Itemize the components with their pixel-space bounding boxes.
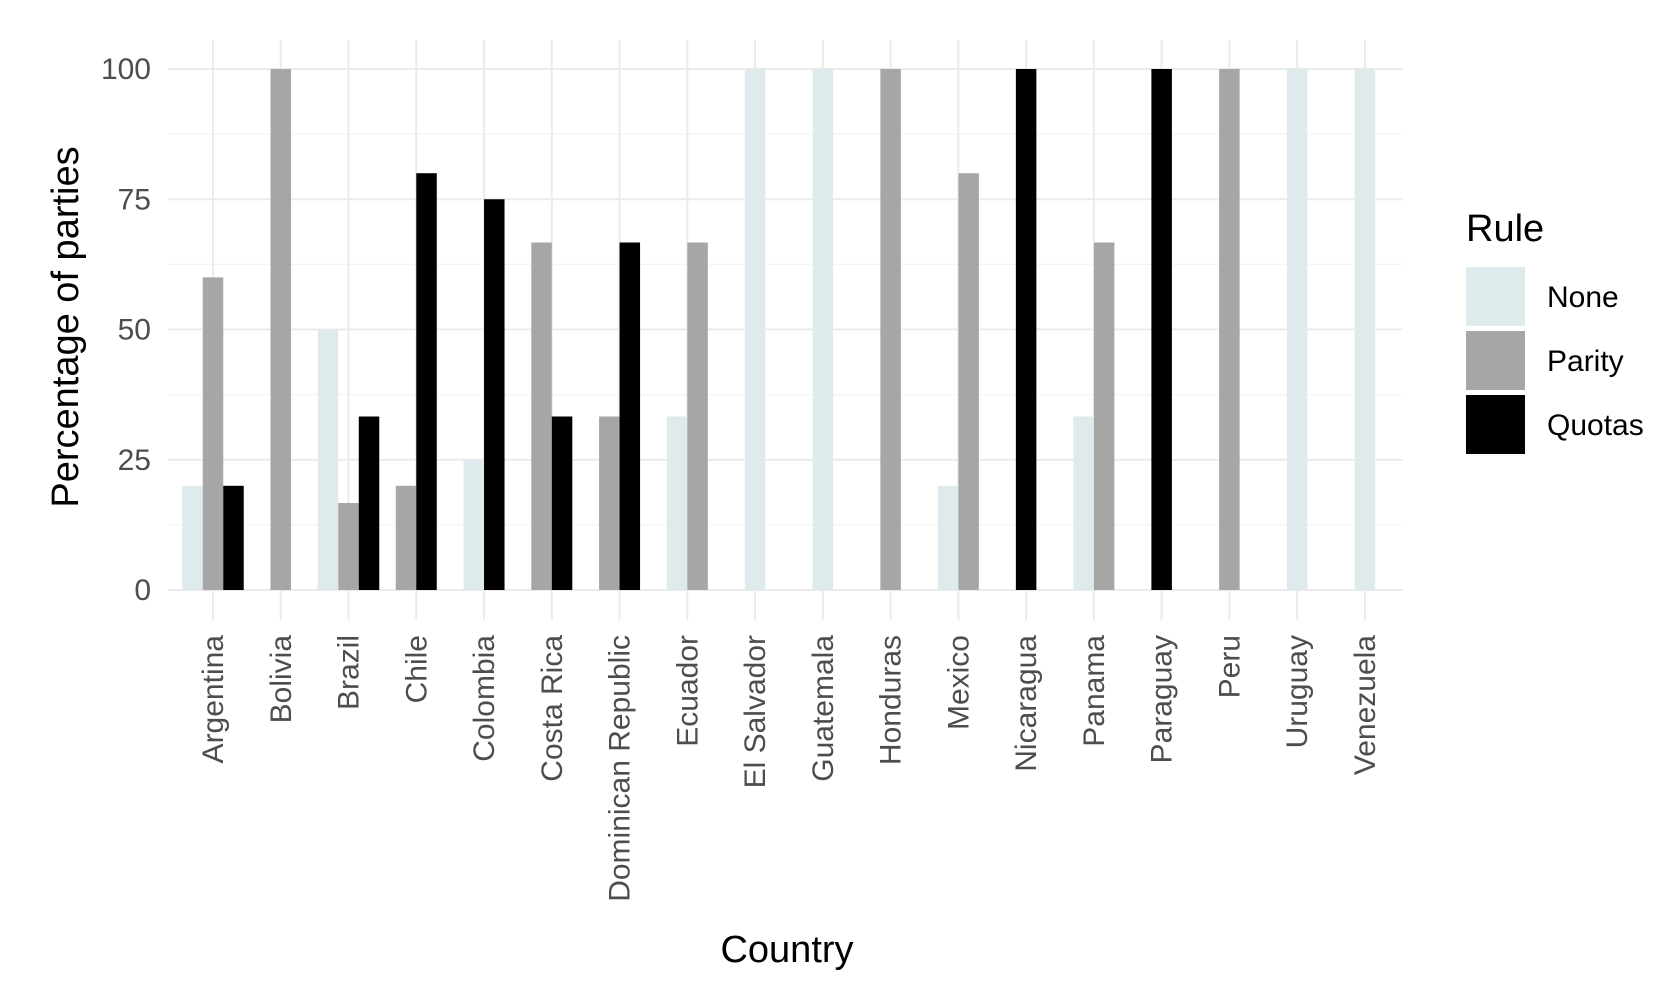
bar-quotas — [1015, 69, 1037, 590]
legend-title: Rule — [1466, 208, 1544, 250]
x-axis-ticks: Argentina Bolivia Brazil Chile Colombia Costa… — [197, 635, 1382, 902]
bar-quotas — [551, 416, 573, 590]
y-tick-label: 75 — [118, 183, 151, 216]
legend-label: Parity — [1547, 345, 1624, 378]
bar-none — [744, 69, 766, 590]
bar-parity — [599, 416, 620, 590]
bar-parity — [202, 277, 224, 590]
x-tick-label: Nicaragua — [1010, 635, 1043, 772]
x-tick-label: Peru — [1213, 635, 1246, 698]
bar-parity — [687, 242, 708, 591]
bar-parity — [880, 69, 901, 590]
x-tick-label: Argentina — [197, 635, 230, 764]
y-tick-label: 50 — [118, 314, 151, 347]
x-tick-label: Dominican Republic — [604, 635, 637, 902]
x-tick-label: Uruguay — [1281, 635, 1314, 748]
bar-quotas — [416, 173, 437, 590]
x-tick-label: El Salvador — [739, 635, 772, 788]
y-axis-title: Percentage of parties — [45, 146, 87, 507]
bar-quotas — [484, 199, 505, 590]
x-tick-label: Paraguay — [1146, 635, 1179, 763]
bar-quotas — [1151, 69, 1172, 590]
bar-parity — [395, 485, 417, 590]
legend-key-quotas — [1466, 395, 1525, 454]
legend: Rule None Parity Quotas — [1466, 208, 1644, 454]
bar-parity — [531, 242, 552, 591]
bar-none — [317, 329, 339, 590]
bar-quotas — [223, 485, 244, 590]
y-tick-label: 25 — [118, 444, 151, 477]
bar-parity — [1219, 69, 1240, 590]
y-tick-label: 100 — [101, 53, 151, 86]
y-axis-ticks: 0 25 50 75 100 — [101, 53, 151, 607]
x-tick-label: Chile — [400, 635, 433, 703]
bar-none — [812, 69, 834, 590]
x-tick-label: Honduras — [875, 635, 908, 765]
bar-parity — [338, 502, 359, 590]
bar-quotas — [619, 242, 641, 591]
bar-none — [1354, 69, 1376, 590]
bar-parity — [958, 173, 979, 590]
x-tick-label: Panama — [1078, 635, 1111, 747]
x-tick-label: Guatemala — [807, 635, 840, 782]
bar-parity — [270, 69, 292, 590]
x-tick-label: Ecuador — [671, 635, 704, 747]
x-tick-label: Colombia — [468, 635, 501, 762]
x-tick-label: Bolivia — [265, 635, 298, 724]
legend-label: None — [1547, 281, 1619, 314]
x-tick-label: Costa Rica — [536, 635, 569, 782]
bar-none — [937, 485, 959, 590]
x-tick-label: Venezuela — [1349, 635, 1382, 775]
x-tick-label: Mexico — [942, 635, 975, 730]
x-axis-title: Country — [720, 929, 853, 971]
bar-none — [463, 459, 485, 590]
x-tick-label: Brazil — [333, 635, 366, 710]
bar-none — [1073, 416, 1094, 590]
legend-key-parity — [1466, 331, 1525, 390]
bar-quotas — [358, 416, 380, 590]
bar-none — [182, 485, 203, 590]
legend-key-none — [1466, 267, 1525, 326]
bars — [182, 69, 1376, 591]
bar-none — [1286, 69, 1308, 590]
bar-parity — [1093, 242, 1115, 591]
bar-none — [666, 416, 688, 590]
y-tick-label: 0 — [134, 574, 151, 607]
legend-label: Quotas — [1547, 409, 1644, 442]
